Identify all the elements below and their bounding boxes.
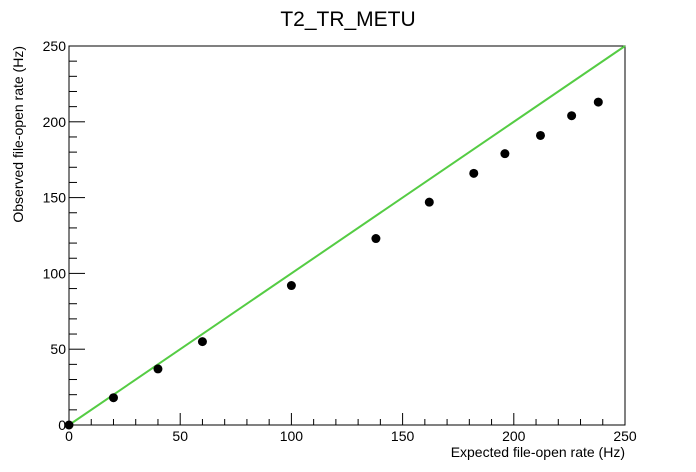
- plot-area: [64, 45, 626, 430]
- data-point: [371, 234, 381, 244]
- y-tick-label: 0: [58, 417, 66, 433]
- data-point: [197, 337, 207, 347]
- data-point: [286, 281, 296, 291]
- y-tick-label: 250: [43, 38, 67, 54]
- x-tick-label: 200: [502, 428, 526, 444]
- y-tick-label: 200: [43, 114, 67, 130]
- x-tick-label: 250: [613, 428, 637, 444]
- x-tick-label: 0: [65, 428, 73, 444]
- data-point: [153, 364, 163, 374]
- x-axis-label: Expected file-open rate (Hz): [451, 444, 625, 460]
- data-point: [593, 97, 603, 107]
- y-tick-label: 100: [43, 265, 67, 281]
- x-axis: 0 50 100 150 200 250: [65, 413, 637, 444]
- y-axis-label: Observed file-open rate (Hz): [10, 46, 26, 223]
- data-point: [500, 149, 510, 159]
- x-tick-label: 150: [391, 428, 415, 444]
- y-axis: 0 50 100 150 200 250: [43, 38, 85, 433]
- y-tick-label: 50: [50, 341, 66, 357]
- plot-frame: [68, 45, 626, 426]
- data-point: [567, 111, 577, 121]
- x-tick-label: 50: [172, 428, 188, 444]
- x-tick-label: 100: [280, 428, 304, 444]
- data-point: [469, 168, 479, 178]
- data-point: [535, 130, 545, 140]
- data-point: [108, 393, 118, 403]
- reference-line: [68, 45, 626, 426]
- y-tick-label: 150: [43, 190, 67, 206]
- data-point: [64, 420, 74, 430]
- chart-title: T2_TR_METU: [280, 8, 415, 31]
- data-point: [424, 197, 434, 207]
